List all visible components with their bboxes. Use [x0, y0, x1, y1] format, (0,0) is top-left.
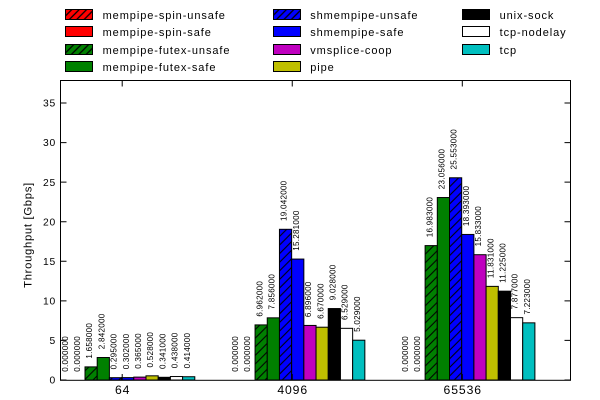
svg-text:0.295000: 0.295000 [110, 333, 119, 369]
svg-text:unix-sock: unix-sock [500, 10, 555, 22]
svg-text:15: 15 [43, 257, 56, 268]
svg-text:11.831000: 11.831000 [486, 238, 495, 278]
svg-text:6.529000: 6.529000 [341, 284, 350, 320]
svg-text:0: 0 [49, 376, 56, 387]
svg-text:6.962000: 6.962000 [255, 281, 264, 317]
svg-text:15.833000: 15.833000 [474, 206, 483, 247]
svg-text:10: 10 [43, 296, 56, 307]
svg-text:15.281000: 15.281000 [292, 210, 301, 251]
svg-text:0.528000: 0.528000 [146, 332, 155, 368]
svg-text:18.393000: 18.393000 [462, 185, 471, 226]
svg-text:0.000000: 0.000000 [401, 336, 410, 372]
svg-text:0.365000: 0.365000 [134, 333, 143, 369]
svg-text:mempipe-spin-unsafe: mempipe-spin-unsafe [103, 10, 226, 22]
svg-text:16.983000: 16.983000 [425, 197, 434, 238]
svg-text:30: 30 [43, 138, 56, 149]
svg-text:mempipe-futex-safe: mempipe-futex-safe [103, 62, 217, 74]
svg-text:2.842000: 2.842000 [97, 313, 106, 349]
svg-text:7.856000: 7.856000 [268, 274, 277, 310]
svg-text:tcp: tcp [500, 45, 517, 57]
svg-text:tcp-nodelay: tcp-nodelay [500, 27, 567, 39]
svg-text:0.000000: 0.000000 [73, 336, 82, 372]
svg-text:5: 5 [49, 336, 56, 347]
svg-text:25: 25 [43, 178, 56, 189]
svg-text:6.896000: 6.896000 [304, 281, 313, 317]
svg-text:35: 35 [43, 99, 56, 110]
svg-text:shmempipe-unsafe: shmempipe-unsafe [310, 10, 418, 22]
svg-text:23.056000: 23.056000 [438, 149, 447, 190]
svg-text:6.670000: 6.670000 [316, 283, 325, 319]
svg-text:4096: 4096 [277, 383, 308, 397]
svg-text:11.225000: 11.225000 [499, 243, 508, 283]
svg-text:0.000000: 0.000000 [413, 336, 422, 372]
svg-text:vmsplice-coop: vmsplice-coop [310, 45, 392, 57]
svg-text:mempipe-spin-safe: mempipe-spin-safe [103, 27, 212, 39]
svg-text:65536: 65536 [444, 383, 482, 397]
svg-text:mempipe-futex-unsafe: mempipe-futex-unsafe [103, 45, 231, 57]
svg-text:19.042000: 19.042000 [280, 180, 289, 221]
svg-text:1.658000: 1.658000 [85, 323, 94, 359]
svg-text:25.553000: 25.553000 [450, 129, 459, 170]
svg-text:20: 20 [43, 217, 56, 228]
svg-text:pipe: pipe [310, 62, 334, 74]
svg-text:5.029000: 5.029000 [353, 296, 362, 332]
svg-text:7.877000: 7.877000 [511, 273, 520, 309]
svg-text:0.302000: 0.302000 [122, 333, 131, 369]
svg-text:7.223000: 7.223000 [523, 279, 532, 315]
svg-text:0.000000: 0.000000 [243, 336, 252, 372]
svg-text:shmempipe-safe: shmempipe-safe [310, 27, 404, 39]
svg-text:0.341000: 0.341000 [158, 333, 167, 369]
svg-text:9.028000: 9.028000 [329, 264, 338, 300]
svg-text:0.438000: 0.438000 [171, 332, 180, 368]
svg-text:0.000000: 0.000000 [231, 336, 240, 372]
svg-text:64: 64 [115, 383, 130, 397]
svg-text:0.414000: 0.414000 [183, 332, 192, 368]
svg-text:Throughput [Gbps]: Throughput [Gbps] [23, 182, 35, 288]
svg-text:0.000000: 0.000000 [61, 336, 70, 372]
